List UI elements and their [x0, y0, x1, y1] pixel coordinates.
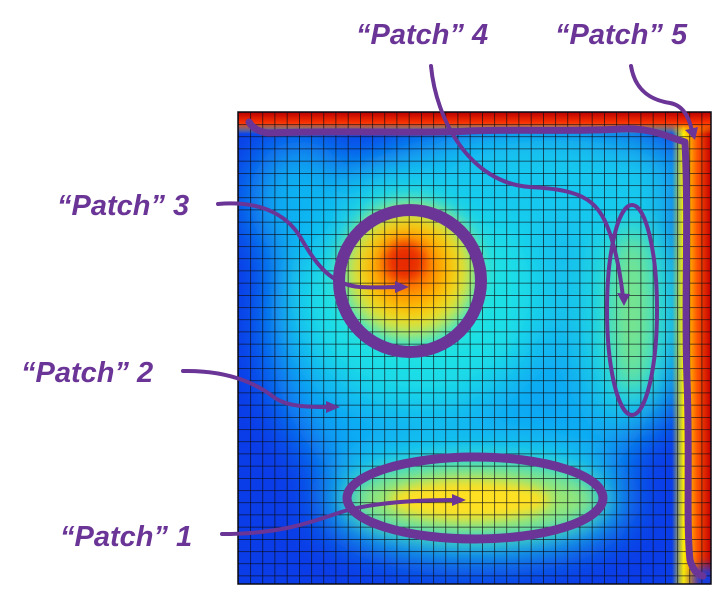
patch-4-arrow [429, 64, 625, 299]
patch-5-arrow [629, 64, 695, 136]
patch-2-label: “Patch” 2 [21, 357, 153, 389]
field-border [237, 111, 712, 585]
patch-4-label: “Patch” 4 [356, 19, 488, 51]
patch-4-arrowhead [617, 293, 630, 306]
patch-5-arrowhead [685, 127, 698, 140]
patch-4-ellipse [605, 203, 659, 417]
patch-1-label: “Patch” 1 [60, 521, 192, 553]
patch-3-arrowhead [395, 281, 409, 293]
callout-arrows [181, 64, 695, 536]
patch-1-ellipse [342, 452, 608, 544]
patch-1-arrow [220, 498, 457, 536]
patch-2-arrowhead [326, 401, 340, 413]
patch-2-arrow [181, 368, 332, 409]
arrowheads [326, 127, 698, 506]
patch-5-boundary [245, 118, 707, 580]
patch-1-arrowhead [452, 494, 466, 506]
patch-3-arrow [216, 201, 400, 290]
patch-3-label: “Patch” 3 [57, 190, 189, 222]
patch-5-label: “Patch” 5 [555, 19, 688, 51]
